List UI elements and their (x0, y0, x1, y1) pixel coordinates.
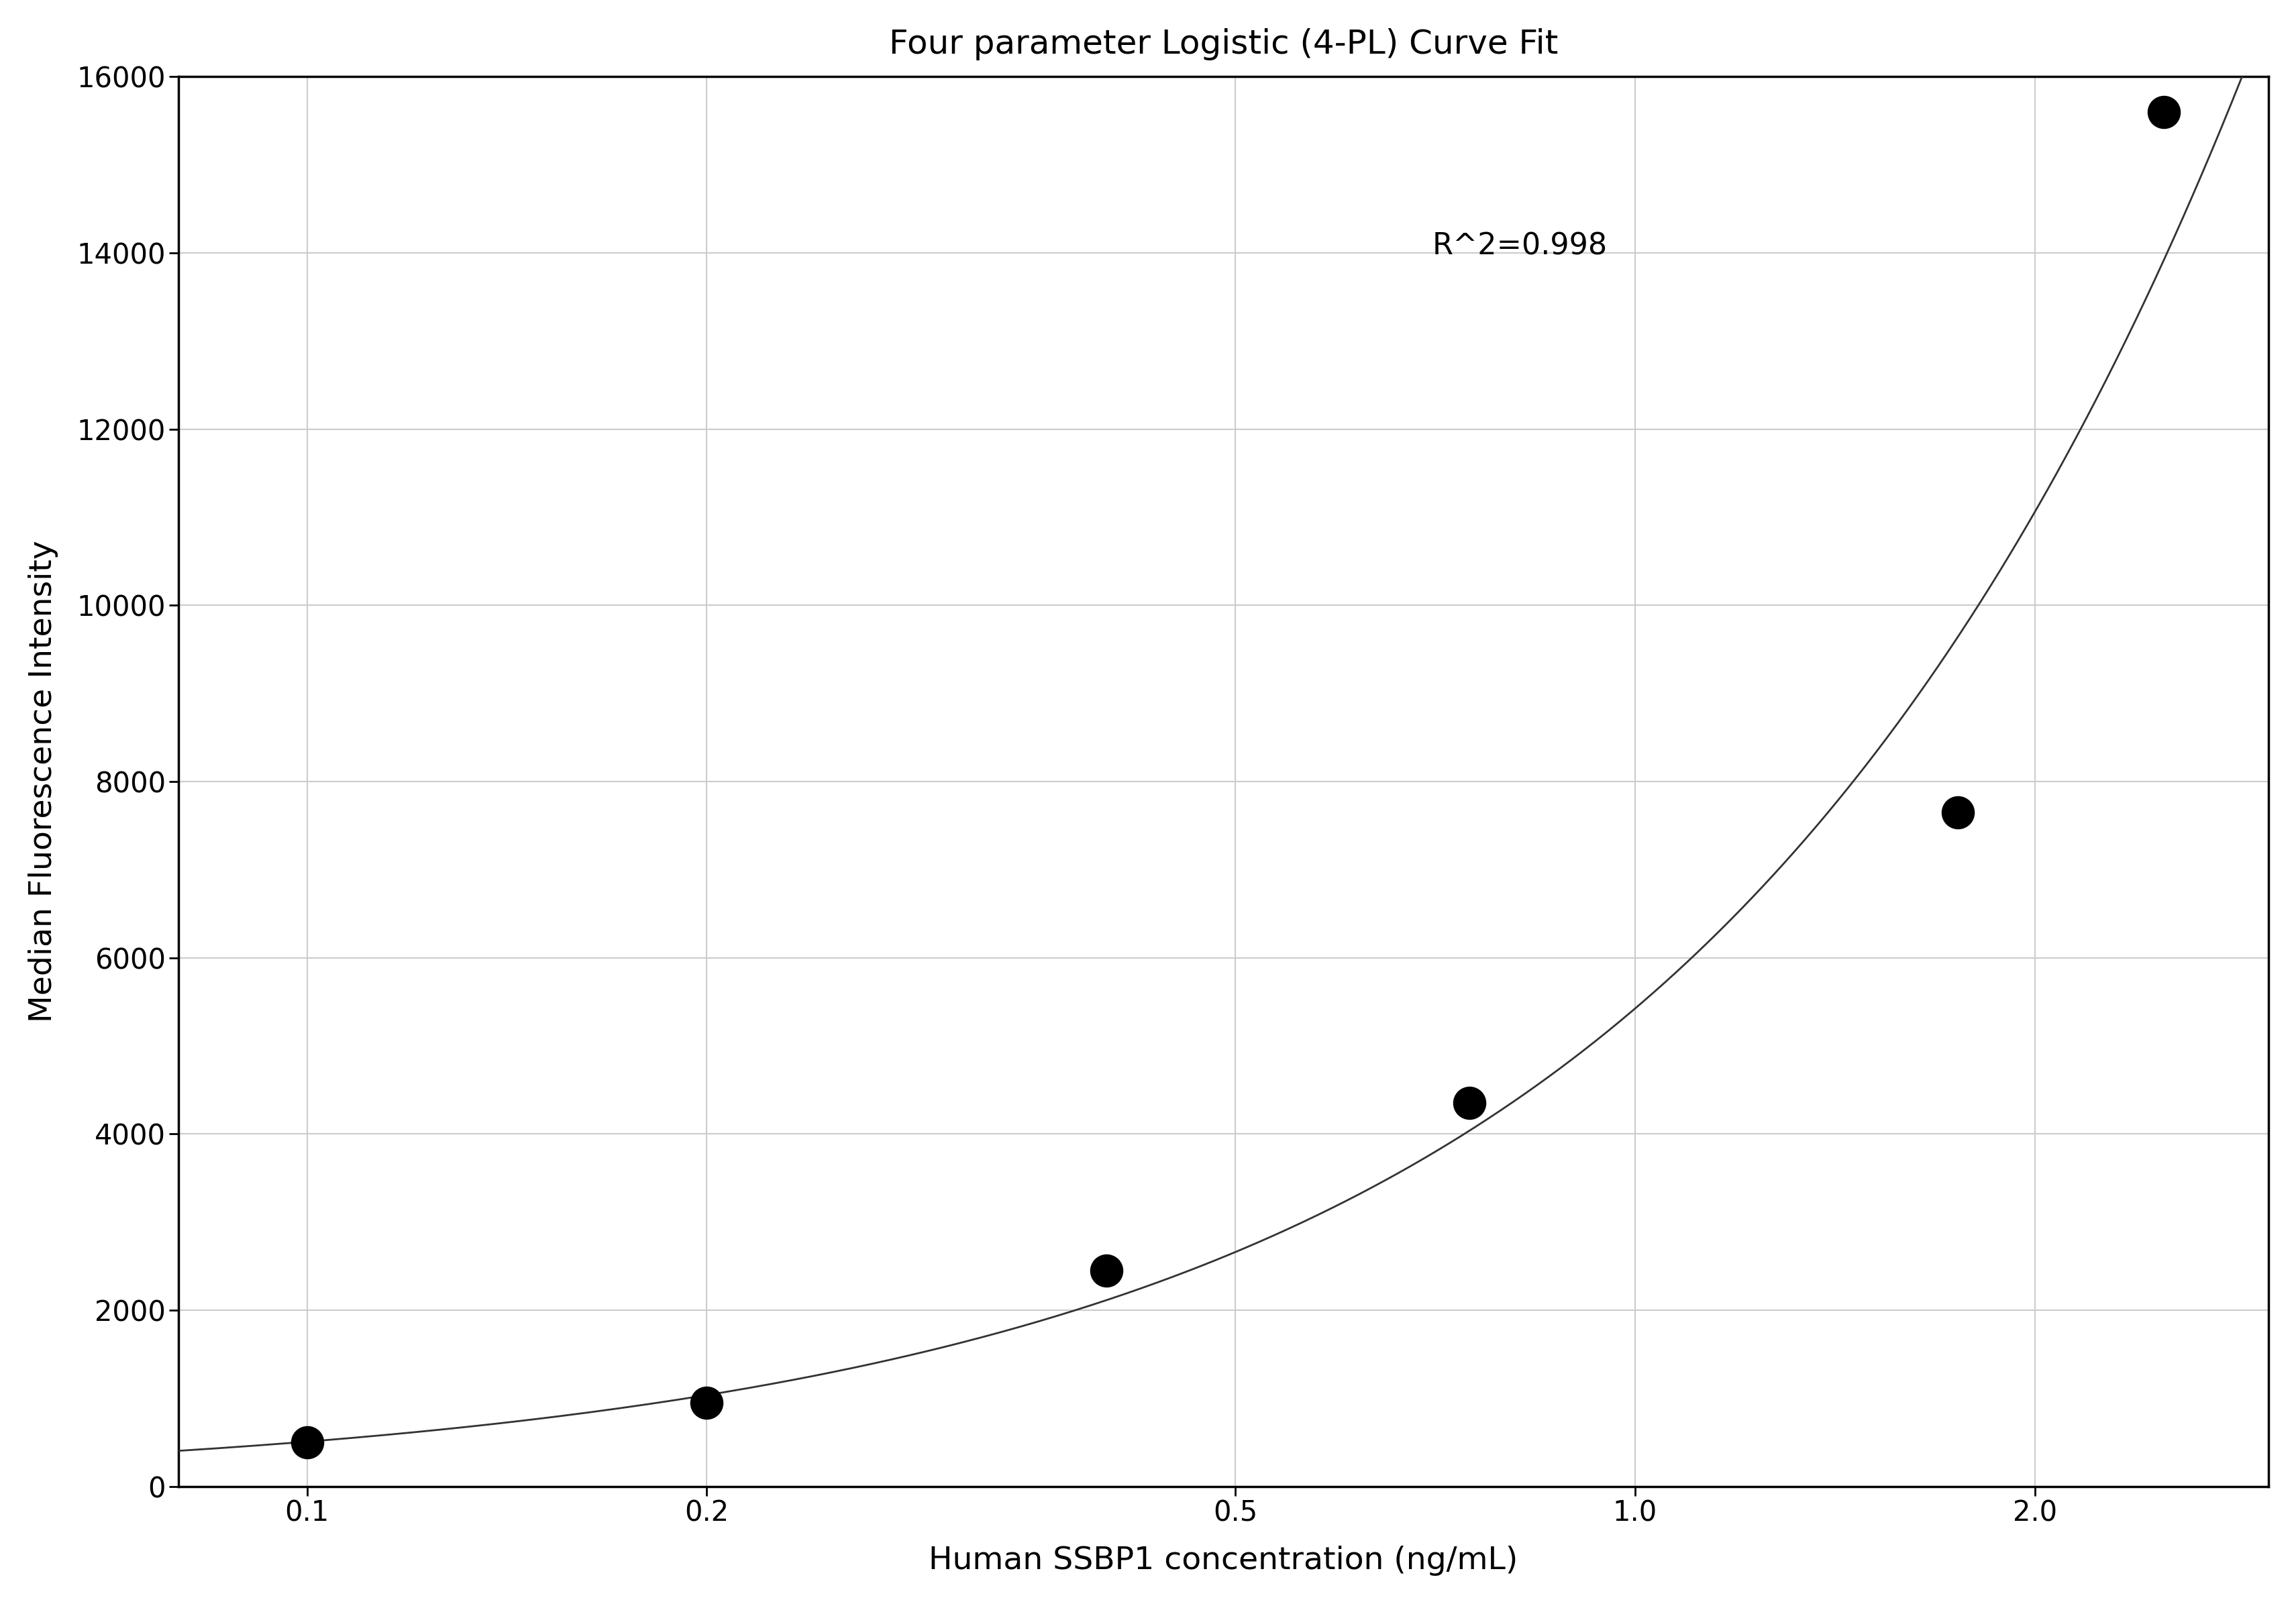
Y-axis label: Median Fluorescence Intensity: Median Fluorescence Intensity (28, 541, 57, 1023)
Title: Four parameter Logistic (4-PL) Curve Fit: Four parameter Logistic (4-PL) Curve Fit (889, 27, 1557, 61)
Point (289, 1429, 326, 1455)
Point (1938, 800, 1975, 826)
Point (2144, 99, 2181, 125)
Point (689, 1391, 726, 1416)
Point (1088, 1258, 1125, 1283)
Point (1451, 1091, 1488, 1116)
X-axis label: Human SSBP1 concentration (ng/mL): Human SSBP1 concentration (ng/mL) (928, 1546, 1518, 1577)
Text: R^2=0.998: R^2=0.998 (1433, 231, 1607, 260)
